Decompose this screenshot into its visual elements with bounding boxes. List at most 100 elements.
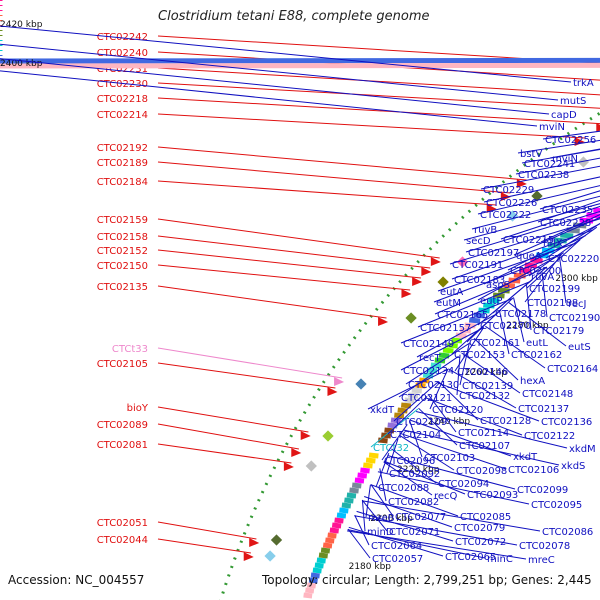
- left-gene-label: CTC02230: [97, 79, 148, 90]
- feature-color-stripe: [394, 412, 405, 419]
- forward-gene-arrow: [486, 204, 497, 213]
- feature-color-stripe: [371, 447, 382, 454]
- right-gene-label: CTC02222: [480, 210, 531, 221]
- right-gene-label: CTC02229: [483, 185, 534, 196]
- kbp-tick-label: 2180 kbp: [349, 562, 392, 572]
- left-leader-line: [157, 161, 511, 194]
- feature-color-stripe: [346, 492, 357, 499]
- right-gene-label: CTC02106: [508, 465, 559, 476]
- right-leader-line: [517, 139, 600, 154]
- forward-gene-arrow: [300, 431, 311, 440]
- right-gene-label: CTC02191: [452, 260, 503, 271]
- right-leader-line: [399, 435, 455, 471]
- right-leader-line: [429, 369, 449, 410]
- left-gene-label: bioY: [127, 403, 149, 414]
- feature-color-stripe: [483, 302, 495, 309]
- right-gene-label: mviN: [552, 154, 578, 165]
- feature-color-stripe: [308, 577, 318, 584]
- right-gene-label: trkA: [573, 78, 594, 89]
- left-gene-label: CTCt33: [112, 344, 148, 355]
- right-gene-label: mutS: [560, 96, 586, 107]
- right-gene-label: CTC02157: [420, 323, 471, 334]
- right-gene-label: CTC02190: [549, 313, 600, 324]
- right-leader-line: [400, 433, 507, 470]
- right-gene-label: CTC02183: [454, 275, 505, 286]
- forward-gene-arrow: [327, 387, 338, 396]
- feature-color-stripe: [430, 362, 442, 369]
- right-leader-line: [348, 526, 444, 557]
- feature-color-stripe: [0, 57, 600, 64]
- left-gene-label: CTC02081: [97, 440, 148, 451]
- left-gene-label: CTC02159: [97, 215, 148, 226]
- right-leader-line: [0, 58, 550, 115]
- feature-color-stripe: [411, 387, 423, 394]
- right-leader-line: [361, 500, 541, 532]
- right-leader-line: [415, 411, 568, 449]
- right-leader-line: [449, 218, 600, 265]
- right-gene-label: aspS: [486, 280, 510, 291]
- right-leader-line: [381, 424, 408, 461]
- left-leader-line: [157, 347, 343, 379]
- right-leader-line: [370, 484, 394, 517]
- map-title: Clostridium tetani E88, complete genome: [158, 9, 430, 24]
- right-leader-line: [437, 242, 576, 292]
- right-leader-line: [515, 157, 600, 175]
- right-leader-line: [540, 214, 600, 243]
- feature-color-stripe: [438, 352, 450, 359]
- left-leader-line: [157, 521, 257, 540]
- right-leader-line: [541, 271, 548, 318]
- feature-color-stripe: [329, 527, 339, 534]
- right-leader-line: [526, 239, 581, 289]
- forward-gene-arrow: [500, 192, 511, 201]
- topology-text: Topology: circular; Length: 2,799,251 bp…: [262, 573, 592, 587]
- outer-feature-block: [305, 460, 317, 472]
- right-gene-label: CTC02161: [469, 338, 520, 349]
- right-leader-line: [405, 342, 471, 385]
- right-gene-label: CTC02093: [467, 490, 518, 501]
- left-gene-label: CTC02158: [97, 232, 148, 243]
- left-gene-label: CTC02089: [97, 420, 148, 431]
- feature-color-stripe: [451, 337, 463, 344]
- right-gene-label: CTC02114: [458, 428, 509, 439]
- feature-color-stripe: [404, 397, 415, 404]
- right-gene-label: CTC02146: [457, 367, 508, 378]
- right-gene-label: mviN: [539, 122, 565, 133]
- outer-feature-block: [355, 378, 367, 390]
- right-gene-label: CTC02170: [480, 321, 531, 332]
- right-leader-line: [483, 235, 586, 285]
- left-leader-line: [157, 264, 411, 291]
- right-gene-label: eutP: [480, 296, 502, 307]
- feature-color-stripe: [327, 532, 337, 539]
- left-gene-label: CTC02218: [97, 94, 148, 105]
- right-leader-line: [513, 216, 600, 256]
- outer-feature-block: [322, 430, 334, 442]
- right-leader-line: [471, 195, 600, 230]
- right-gene-label: CTC02137: [518, 404, 569, 415]
- right-gene-label: CTC02082: [388, 497, 439, 508]
- right-gene-label: queA: [516, 251, 542, 262]
- right-leader-line: [473, 338, 519, 381]
- left-gene-label: CTC02184: [97, 177, 148, 188]
- right-leader-line: [433, 253, 562, 303]
- right-gene-label: CTC02094: [438, 479, 489, 490]
- outer-feature-block: [264, 550, 276, 562]
- right-leader-line: [417, 281, 531, 328]
- feature-color-stripe: [322, 542, 333, 549]
- right-gene-label: CTC02077: [395, 512, 446, 523]
- right-gene-label: eutL: [526, 338, 548, 349]
- right-leader-line: [477, 185, 600, 215]
- feature-color-stripe: [400, 402, 412, 409]
- feature-color-stripe: [553, 237, 567, 244]
- feature-color-stripe: [365, 457, 376, 464]
- right-gene-label: CTC02122: [524, 431, 575, 442]
- feature-color-stripe: [349, 487, 359, 494]
- right-gene-label: CTC02104: [390, 430, 441, 441]
- right-gene-label: bstV: [520, 149, 542, 160]
- right-leader-line: [459, 343, 470, 386]
- left-leader-line: [157, 406, 309, 433]
- left-leader-line: [157, 285, 387, 319]
- left-gene-label: CTC02214: [97, 110, 148, 121]
- right-gene-label: CTC02085: [460, 512, 511, 523]
- left-gene-label: CTC02240: [97, 48, 148, 59]
- right-gene-label: CTC02197: [468, 248, 519, 259]
